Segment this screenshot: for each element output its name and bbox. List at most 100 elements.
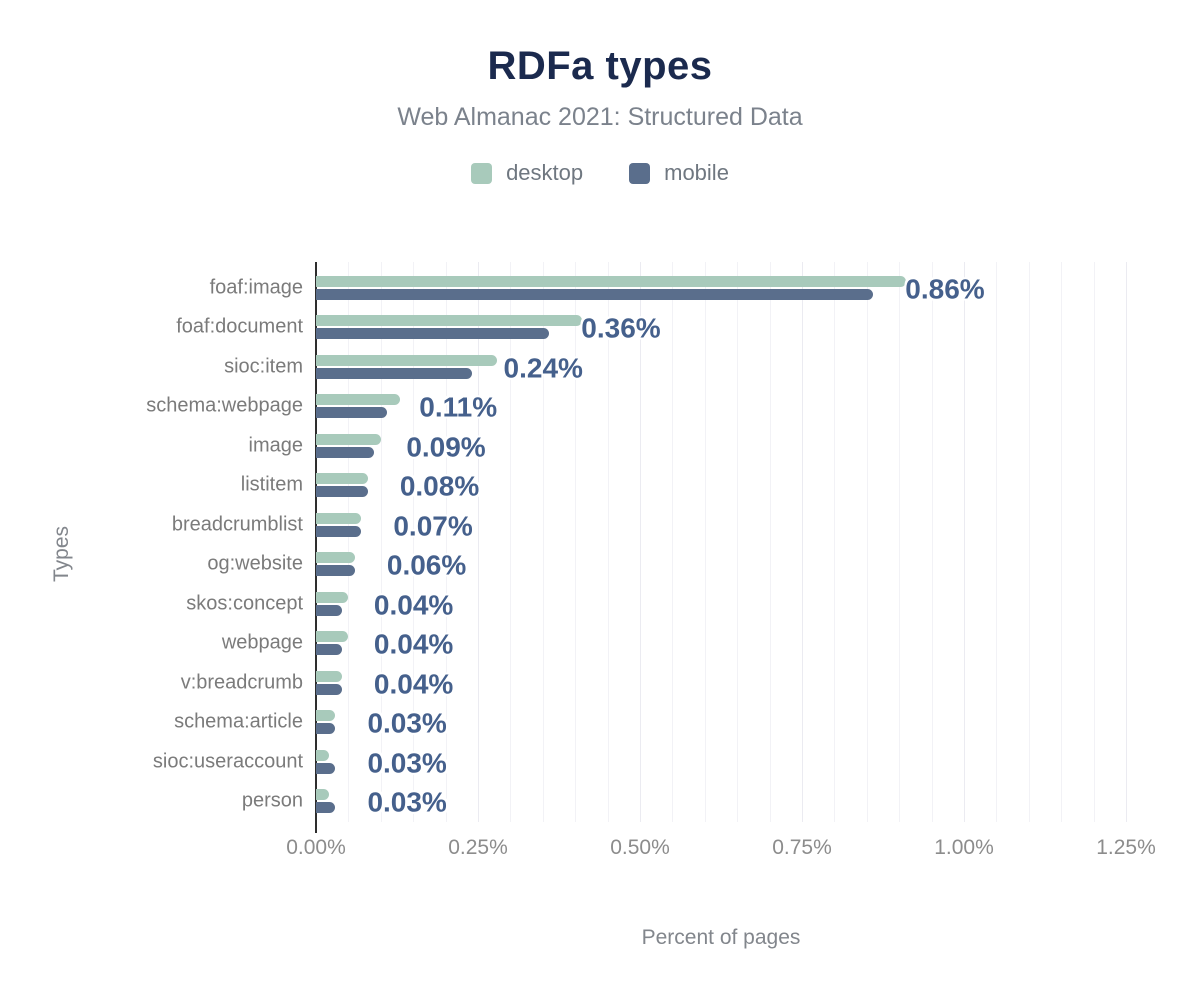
- major-gridline: [964, 262, 965, 822]
- desktop-bar[interactable]: [316, 473, 368, 485]
- value-label: 0.04%: [373, 628, 454, 660]
- x-tick-label: 0.25%: [448, 836, 508, 859]
- desktop-bar[interactable]: [316, 512, 362, 524]
- minor-gridline: [445, 262, 447, 822]
- value-label: 0.24%: [503, 352, 583, 384]
- legend-label-mobile: mobile: [664, 160, 729, 185]
- mobile-bar[interactable]: [316, 407, 388, 419]
- desktop-bar[interactable]: [316, 275, 906, 287]
- mobile-bar[interactable]: [316, 486, 368, 498]
- legend-item-mobile[interactable]: mobile: [629, 160, 729, 186]
- category-label: foaf:document: [176, 315, 303, 338]
- bar-row: og:website 0.06%: [207, 545, 1126, 585]
- value-label: 0.11%: [419, 391, 498, 423]
- mobile-bar[interactable]: [316, 288, 874, 300]
- desktop-swatch-icon: [471, 162, 493, 184]
- value-label: 0.07%: [393, 510, 473, 542]
- desktop-bar[interactable]: [316, 315, 582, 327]
- x-tick-label: 1.25%: [1096, 836, 1156, 859]
- major-gridline: [802, 262, 803, 822]
- y-axis-line: [315, 262, 317, 833]
- bar-group: [316, 275, 1126, 300]
- bar-group: [316, 433, 1126, 458]
- bar-group: [316, 394, 1126, 419]
- x-tick-label: 0.50%: [610, 836, 670, 859]
- category-label: schema:article: [174, 710, 303, 733]
- category-label: schema:webpage: [146, 394, 303, 417]
- minor-gridline: [575, 262, 577, 822]
- minor-gridline: [413, 262, 415, 822]
- value-label: 0.03%: [367, 747, 447, 779]
- value-label: 0.03%: [367, 786, 447, 818]
- mobile-bar[interactable]: [316, 446, 375, 458]
- bar-row: skos:concept 0.04%: [186, 584, 1126, 624]
- minor-gridline: [866, 262, 868, 822]
- category-label: og:website: [207, 552, 303, 575]
- mobile-bar[interactable]: [316, 644, 342, 656]
- minor-gridline: [510, 262, 512, 822]
- minor-gridline: [1061, 262, 1063, 822]
- bar-group: [316, 631, 1126, 656]
- desktop-bar[interactable]: [316, 552, 355, 564]
- major-gridline: [478, 262, 479, 822]
- mobile-bar[interactable]: [316, 683, 342, 695]
- desktop-bar[interactable]: [316, 670, 342, 682]
- category-label: person: [241, 789, 303, 812]
- bar-row: foaf:document 0.36%: [176, 308, 1126, 348]
- minor-gridline: [737, 262, 739, 822]
- major-gridline: [1126, 262, 1127, 822]
- category-label: sioc:item: [224, 355, 303, 378]
- legend-label-desktop: desktop: [506, 160, 584, 185]
- desktop-bar[interactable]: [316, 394, 401, 406]
- desktop-bar[interactable]: [316, 789, 329, 801]
- bar-row: webpage 0.04%: [222, 624, 1126, 664]
- desktop-bar[interactable]: [316, 354, 498, 366]
- category-label: image: [248, 434, 303, 457]
- desktop-bar[interactable]: [316, 433, 381, 445]
- bar-group: [316, 591, 1126, 616]
- mobile-bar[interactable]: [316, 762, 336, 774]
- mobile-bar[interactable]: [316, 723, 336, 735]
- mobile-bar[interactable]: [316, 565, 355, 577]
- minor-gridline: [996, 262, 998, 822]
- bar-group: [316, 473, 1126, 498]
- category-label: breadcrumblist: [171, 513, 303, 536]
- mobile-bar[interactable]: [316, 367, 472, 379]
- legend-item-desktop[interactable]: desktop: [471, 160, 583, 186]
- bar-row: breadcrumblist 0.07%: [172, 505, 1126, 545]
- value-label: 0.08%: [399, 470, 480, 502]
- mobile-bar[interactable]: [316, 604, 342, 616]
- x-axis-ticks: 0.00% 0.25% 0.50% 0.75% 1.00% 1.25%: [286, 836, 1156, 866]
- y-axis-title: Types: [50, 525, 73, 583]
- minor-gridline: [769, 262, 771, 822]
- bar-group: [316, 552, 1126, 577]
- mobile-bar[interactable]: [316, 328, 550, 340]
- bar-row: sioc:item 0.24%: [224, 347, 1126, 387]
- minor-gridline: [380, 262, 382, 822]
- bar-row: schema:webpage 0.11%: [146, 387, 1126, 427]
- desktop-bar[interactable]: [316, 631, 349, 643]
- bar-rows: foaf:image 0.86% foaf:document 0.36% sioc:it…: [146, 268, 1126, 821]
- value-label: 0.36%: [581, 312, 661, 344]
- x-tick-label: 1.00%: [934, 836, 994, 859]
- category-label: skos:concept: [186, 592, 303, 615]
- category-label: v:breadcrumb: [180, 671, 303, 694]
- bar-group: [316, 315, 1126, 340]
- bar-group: [316, 749, 1126, 774]
- value-label: 0.86%: [905, 273, 985, 305]
- chart-title: RDFa types: [487, 44, 713, 88]
- chart-subtitle: Web Almanac 2021: Structured Data: [397, 103, 803, 131]
- desktop-bar[interactable]: [316, 591, 349, 603]
- value-label: 0.06%: [386, 549, 467, 581]
- value-label: 0.03%: [367, 707, 447, 739]
- value-label: 0.04%: [373, 668, 454, 700]
- desktop-bar[interactable]: [316, 749, 329, 761]
- mobile-bar[interactable]: [316, 525, 362, 537]
- bar-row: v:breadcrumb 0.04%: [181, 663, 1126, 703]
- minor-gridline: [348, 262, 350, 822]
- desktop-bar[interactable]: [316, 710, 336, 722]
- minor-gridline: [834, 262, 836, 822]
- mobile-bar[interactable]: [316, 802, 336, 814]
- minor-gridline: [704, 262, 706, 822]
